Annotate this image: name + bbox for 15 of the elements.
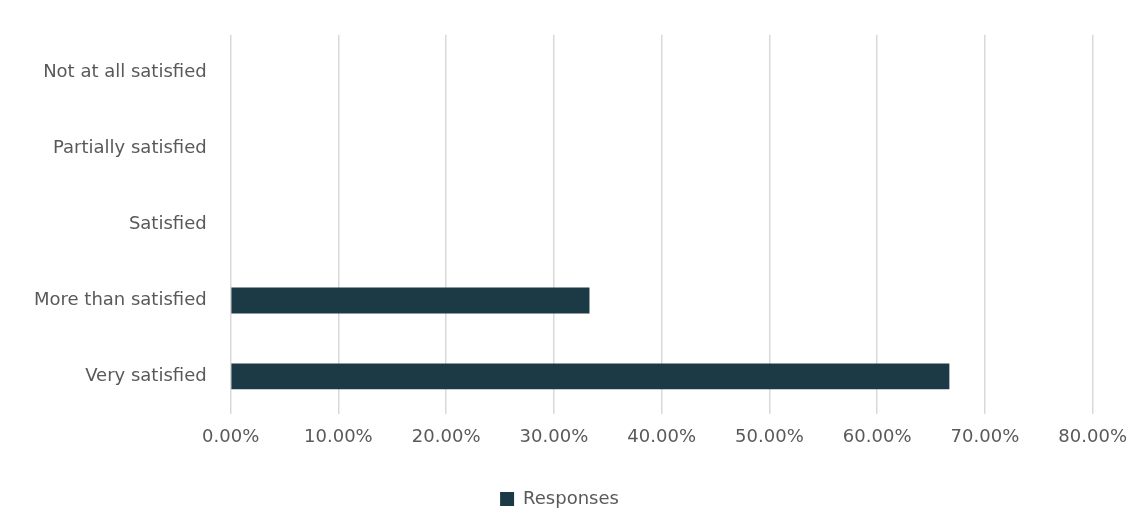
y-tick-label: More than satisfied	[34, 288, 207, 310]
x-tick-label: 0.00%	[202, 424, 260, 446]
y-tick-label: Very satisfied	[85, 364, 207, 386]
x-tick-label: 10.00%	[304, 424, 373, 446]
x-tick-label: 50.00%	[735, 424, 804, 446]
y-tick-label: Partially satisfied	[53, 136, 207, 158]
x-tick-label: 20.00%	[411, 424, 481, 446]
x-tick-label: 40.00%	[627, 424, 696, 446]
x-tick-label: 30.00%	[519, 424, 589, 446]
y-tick-label: Not at all satisfied	[43, 60, 207, 82]
x-tick-label: 80.00%	[1058, 424, 1127, 446]
x-tick-label: 60.00%	[842, 424, 912, 446]
x-tick-label: 70.00%	[950, 424, 1020, 446]
y-tick-label: Satisfied	[128, 212, 207, 234]
legend-label: Responses	[523, 486, 619, 508]
